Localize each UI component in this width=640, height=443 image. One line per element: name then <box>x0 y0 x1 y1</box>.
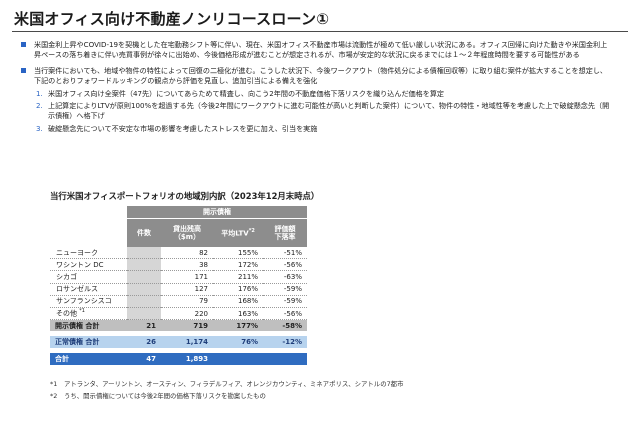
ltv-cell: 168% <box>213 295 263 308</box>
balance-cell: 220 <box>161 307 213 321</box>
col-ltv-header: 平均LTV*2 <box>213 218 263 247</box>
col-count-header: 件数 <box>127 218 161 247</box>
footnotes: *1 アトランタ、アーリントン、オースティン、フィラデルフィア、オレンジカウンティ… <box>50 378 403 402</box>
col-balance-header: 貸出残高 （$m） <box>161 218 213 247</box>
table-title: 当行米国オフィスポートフォリオの地域別内訳（2023年12月末時点） <box>50 191 320 201</box>
region-label: サンフランシスコ <box>50 295 127 308</box>
step-list: 1. 米国オフィス向け全案件（47先）についてあらためて精査し、向こう2年間の不動… <box>36 89 614 135</box>
table-row: その他 *1 220 163% -56% <box>50 307 307 321</box>
ltv-cell: 155% <box>213 247 263 260</box>
ltv-cell: 211% <box>213 270 263 284</box>
rate-cell: -63% <box>263 270 307 284</box>
step-number: 3. <box>36 123 43 133</box>
step-item: 1. 米国オフィス向け全案件（47先）についてあらためて精査し、向こう2年間の不動… <box>36 89 614 99</box>
table-row: ロサンゼルス 127 176% -59% <box>50 283 307 296</box>
table-row: シカゴ 171 211% -63% <box>50 270 307 284</box>
bullet-section: 米国金利上昇やCOVID-19を契機とした在宅勤務シフト等に伴い、現在、米国オフ… <box>21 40 614 139</box>
balance-cell: 82 <box>161 247 213 260</box>
region-label: その他 *1 <box>50 307 127 321</box>
ltv-cell: 163% <box>213 307 263 321</box>
table-row: ワシントン DC 38 172% -56% <box>50 258 307 272</box>
table-header-row: 件数 貸出残高 （$m） 平均LTV*2 評価額 下落率 <box>50 218 307 247</box>
rate-cell: -59% <box>263 295 307 308</box>
footnote: *2 うち、開示債権については今後2年間の価格下落リスクを勘案したもの <box>50 392 266 400</box>
balance-cell: 79 <box>161 295 213 308</box>
step-text: 破綻懸念先について不安定な市場の影響を考慮したストレスを更に加え、引当を実施 <box>48 123 318 133</box>
bullet-item: 当行案件においても、地域や物件の特性によって回復の二極化が進む。こうした状況下、… <box>21 65 614 135</box>
step-text: 米国オフィス向け全案件（47先）についてあらためて精査し、向こう2年間の不動産価… <box>48 88 445 98</box>
footnote-mark: *1 <box>79 308 85 315</box>
grand-total-row: 合計 47 1,893 <box>50 352 307 365</box>
step-number: 1. <box>36 88 43 98</box>
disclosed-total-row: 開示債権 合計 21 719 177% -58% <box>50 319 307 332</box>
rate-cell: -56% <box>263 307 307 321</box>
col-rate-header: 評価額 下落率 <box>263 218 307 247</box>
rate-cell: -51% <box>263 247 307 260</box>
region-label: ニューヨーク <box>50 247 127 260</box>
disclosed-group-header: 開示債権 <box>127 206 307 219</box>
balance-cell: 38 <box>161 258 213 272</box>
table-row: サンフランシスコ 79 168% -59% <box>50 295 307 308</box>
bullet-text: 当行案件においても、地域や物件の特性によって回復の二極化が進む。こうした状況下、… <box>34 65 608 86</box>
ltv-cell: 176% <box>213 283 263 296</box>
page-title: 米国オフィス向け不動産ノンリコースローン① <box>14 10 330 28</box>
step-number: 2. <box>36 101 43 111</box>
bullet-item: 米国金利上昇やCOVID-19を契機とした在宅勤務シフト等に伴い、現在、米国オフ… <box>21 40 614 61</box>
rate-cell: -59% <box>263 283 307 296</box>
bullet-text: 米国金利上昇やCOVID-19を契機とした在宅勤務シフト等に伴い、現在、米国オフ… <box>34 40 608 60</box>
balance-cell: 171 <box>161 270 213 284</box>
balance-cell: 127 <box>161 283 213 296</box>
step-text: 上記算定によりLTVが原則100%を超過する先（今後2年間にワークアウトに進む可… <box>48 101 610 121</box>
portfolio-table: 開示債権 件数 貸出残高 （$m） 平均LTV*2 評価額 下落率 ニューヨーク 8… <box>50 206 307 365</box>
normal-total-row: 正常債権 合計 26 1,174 76% -12% <box>50 336 307 348</box>
footnote: *1 アトランタ、アーリントン、オースティン、フィラデルフィア、オレンジカウンティ… <box>50 380 404 388</box>
bullet-square-icon <box>21 67 26 73</box>
rate-cell: -56% <box>263 258 307 272</box>
table-header-row: 開示債権 <box>50 206 307 219</box>
step-item: 2. 上記算定によりLTVが原則100%を超過する先（今後2年間にワークアウトに進… <box>36 101 614 122</box>
step-item: 3. 破綻懸念先について不安定な市場の影響を考慮したストレスを更に加え、引当を実施 <box>36 124 614 134</box>
region-label: ロサンゼルス <box>50 283 127 296</box>
bullet-square-icon <box>21 42 26 47</box>
region-label: シカゴ <box>50 270 127 284</box>
table-row: ニューヨーク 82 155% -51% <box>50 247 307 260</box>
region-label: ワシントン DC <box>50 258 127 272</box>
ltv-cell: 172% <box>213 258 263 272</box>
title-divider <box>12 31 628 32</box>
